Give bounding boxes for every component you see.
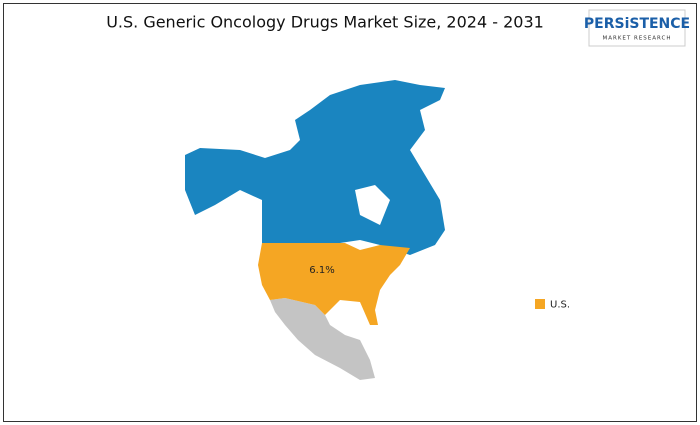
mexico [270, 298, 375, 380]
logo-name: PERSiSTENCE [584, 16, 690, 32]
logo-box [588, 9, 686, 47]
legend-swatch [535, 299, 545, 309]
hudson-bay [355, 185, 390, 225]
map: 6.1% [185, 80, 445, 380]
logo-tagline: MARKET RESEARCH [602, 36, 671, 42]
legend: U.S. [535, 299, 570, 311]
region-label: 6.1% [309, 265, 334, 276]
us-region [258, 243, 410, 325]
legend-label: U.S. [550, 300, 570, 311]
title: U.S. Generic Oncology Drugs Market Size,… [106, 13, 544, 32]
logo: PERSiSTENCE MARKET RESEARCH [584, 9, 690, 47]
